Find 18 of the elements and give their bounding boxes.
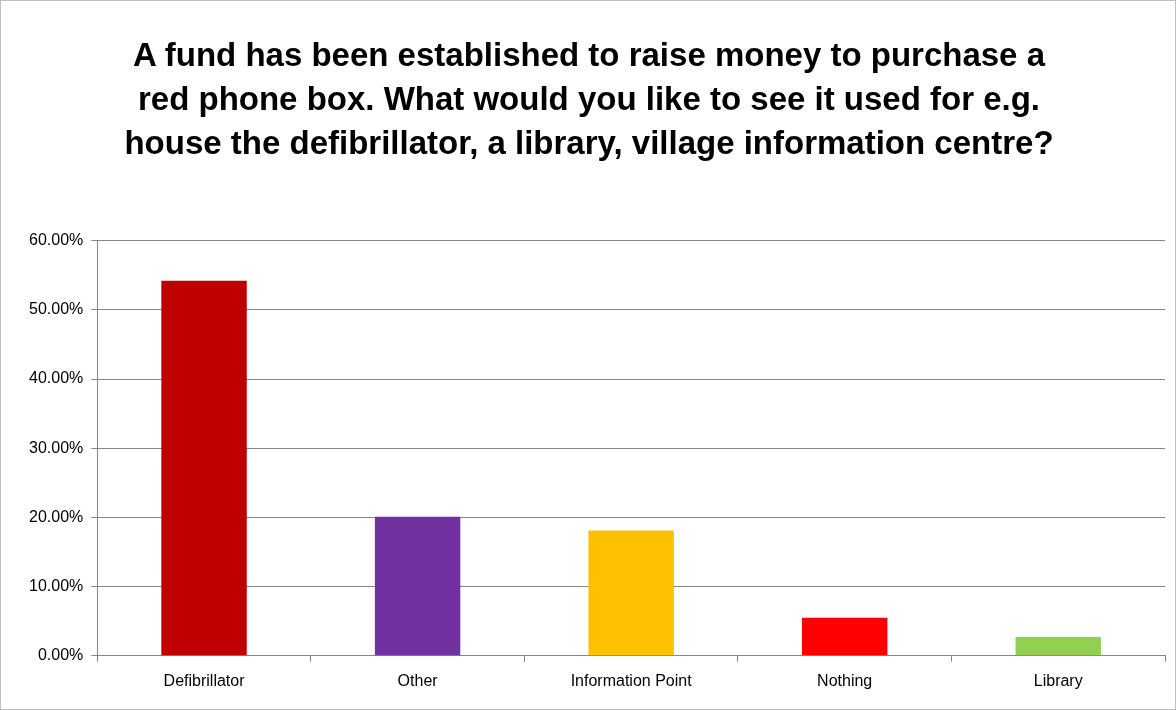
bar	[374, 516, 461, 656]
x-tick-label: Library	[1033, 671, 1083, 689]
y-tick-label: 40.00%	[29, 369, 84, 387]
y-tick-label: 20.00%	[29, 507, 84, 525]
y-tick-label: 50.00%	[29, 300, 84, 318]
x-tick-label: Information Point	[570, 671, 693, 689]
bar	[588, 530, 674, 656]
y-tick-label: 30.00%	[29, 438, 84, 456]
bar	[801, 617, 888, 656]
x-tick-label: Defibrillator	[163, 671, 246, 689]
y-tick-label: 0.00%	[37, 646, 84, 664]
y-tick-label: 60.00%	[29, 231, 84, 249]
chart-title: A fund has been established to raise money to purchase a red phone box. What would you like to see it used for e.g. house the defibrillator, a library, village information centre?	[123, 35, 1055, 163]
bar	[161, 280, 247, 656]
bar	[1015, 637, 1101, 656]
x-tick-label: Nothing	[817, 671, 873, 689]
x-tick-label: Other	[397, 671, 439, 689]
y-tick-label: 10.00%	[29, 577, 84, 595]
